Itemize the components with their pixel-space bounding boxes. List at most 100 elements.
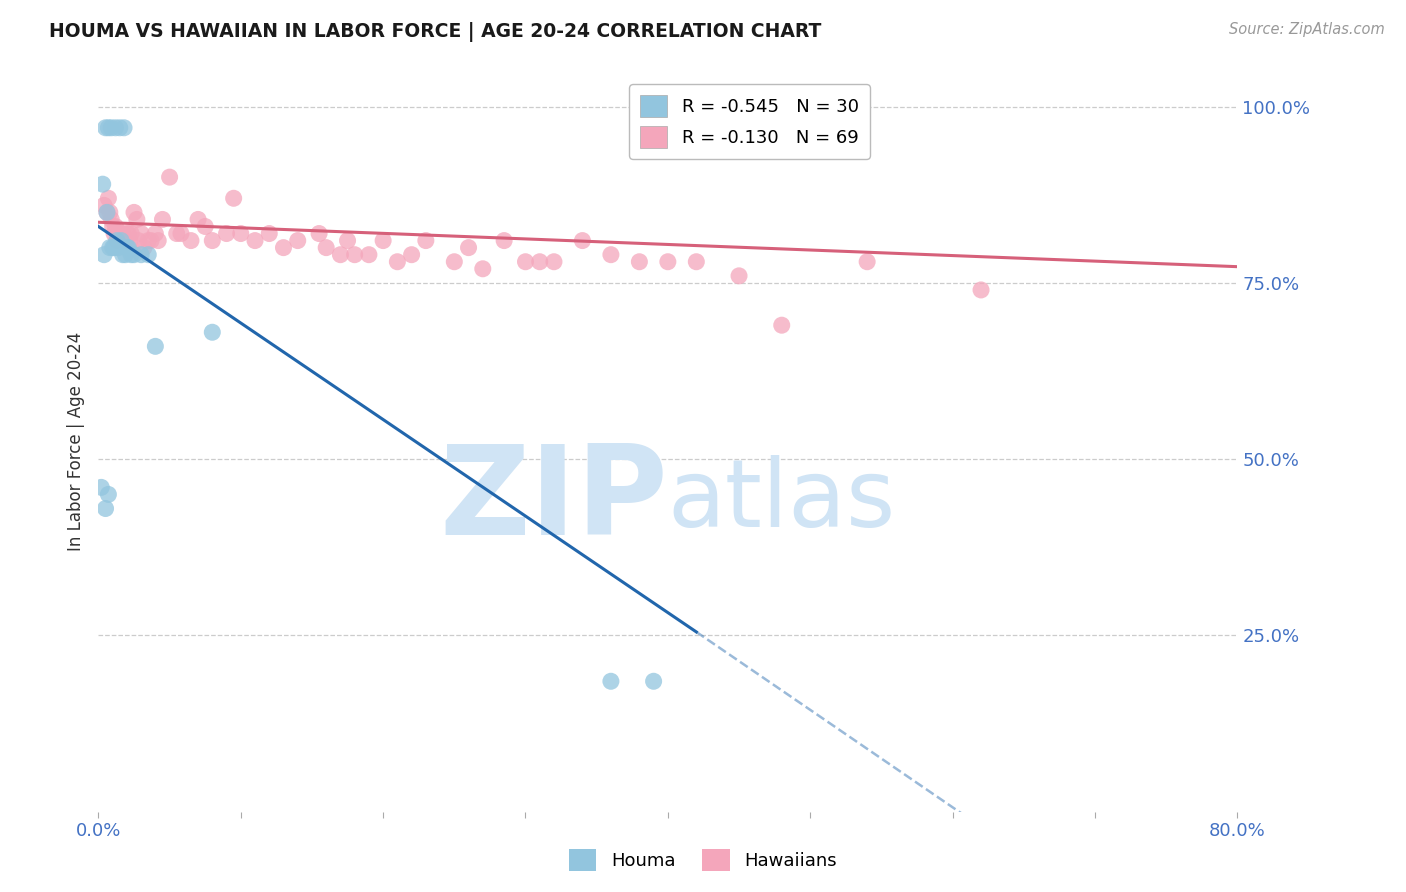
Point [111,227,134,241]
Text: atlas: atlas [668,455,896,547]
Point [127,234,149,248]
Point [401,248,423,262]
Point [97,191,120,205]
Point [187,212,209,227]
Point [471,261,494,276]
Point [94,120,117,135]
Point [96,205,118,219]
Point [108,227,131,241]
Point [90,480,112,494]
Point [112,120,135,135]
Point [120,227,142,241]
Point [145,339,167,353]
Point [97,487,120,501]
Point [222,191,245,205]
Point [117,241,139,255]
Legend: R = -0.545   N = 30, R = -0.130   N = 69: R = -0.545 N = 30, R = -0.130 N = 69 [630,84,869,159]
Point [105,234,128,248]
Point [112,234,135,248]
Point [129,227,152,241]
Point [105,234,128,248]
Point [415,234,437,248]
Point [122,205,145,219]
Point [98,241,121,255]
Point [101,219,124,234]
Point [600,248,623,262]
Point [107,241,129,255]
Legend: Houma, Hawaiians: Houma, Hawaiians [562,842,844,879]
Point [657,254,679,268]
Point [107,227,129,241]
Point [529,254,551,268]
Point [145,227,167,241]
Point [457,241,479,255]
Point [96,205,118,219]
Point [103,241,125,255]
Point [243,234,266,248]
Point [100,212,122,227]
Point [387,254,409,268]
Point [148,234,170,248]
Point [600,674,623,689]
Point [443,254,465,268]
Point [136,234,159,248]
Point [494,234,516,248]
Point [259,227,281,241]
Text: HOUMA VS HAWAIIAN IN LABOR FORCE | AGE 20-24 CORRELATION CHART: HOUMA VS HAWAIIAN IN LABOR FORCE | AGE 2… [49,22,821,42]
Point [132,241,155,255]
Point [170,227,193,241]
Point [770,318,793,333]
Point [122,248,145,262]
Point [91,177,114,191]
Point [115,241,138,255]
Point [93,248,115,262]
Text: Source: ZipAtlas.com: Source: ZipAtlas.com [1229,22,1385,37]
Point [315,241,337,255]
Point [357,248,380,262]
Point [125,212,148,227]
Point [114,234,136,248]
Point [643,674,665,689]
Text: ZIP: ZIP [439,441,668,561]
Point [103,227,125,241]
Point [685,254,707,268]
Point [287,234,309,248]
Y-axis label: In Labor Force | Age 20-24: In Labor Force | Age 20-24 [66,332,84,551]
Point [373,234,395,248]
Point [100,120,122,135]
Point [571,234,593,248]
Point [180,234,202,248]
Point [108,120,131,135]
Point [273,241,295,255]
Point [97,120,120,135]
Point [94,501,117,516]
Point [308,227,330,241]
Point [104,219,127,234]
Point [129,248,152,262]
Point [336,234,359,248]
Point [229,227,252,241]
Point [104,120,127,135]
Point [201,234,224,248]
Point [111,248,134,262]
Point [628,254,651,268]
Point [136,248,159,262]
Point [194,219,217,234]
Point [110,227,132,241]
Point [93,198,115,212]
Point [159,170,181,185]
Point [120,248,142,262]
Point [152,212,174,227]
Point [115,227,138,241]
Point [110,234,132,248]
Point [139,234,162,248]
Point [728,268,751,283]
Point [101,241,124,255]
Point [166,227,188,241]
Point [543,254,565,268]
Point [117,227,139,241]
Point [98,205,121,219]
Point [970,283,993,297]
Point [329,248,352,262]
Point [515,254,537,268]
